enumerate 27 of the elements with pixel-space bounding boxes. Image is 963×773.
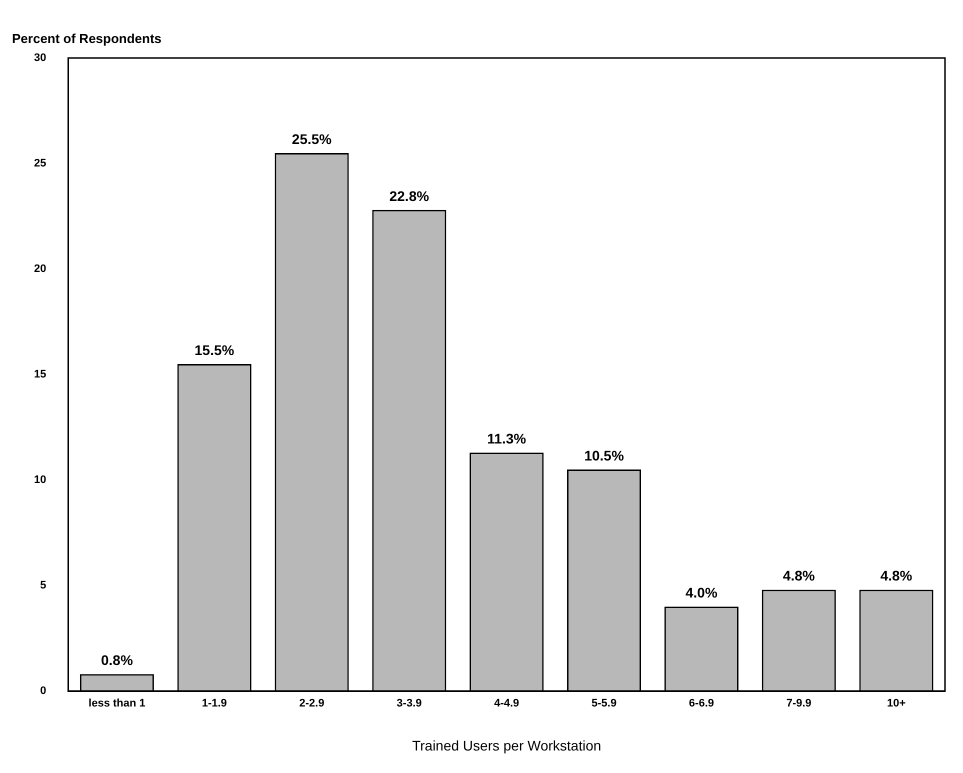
data-label: 11.3% <box>487 430 527 446</box>
data-label: 4.0% <box>685 584 718 600</box>
data-label: 15.5% <box>194 342 235 358</box>
x-tick-label: less than 1 <box>88 698 146 710</box>
y-tick-label: 30 <box>34 52 46 64</box>
data-label: 4.8% <box>880 568 913 584</box>
y-tick-label: 15 <box>34 368 46 381</box>
x-tick-label: 10+ <box>886 698 906 710</box>
x-tick-label: 7-9.9 <box>786 698 812 710</box>
x-tick-label: 3-3.9 <box>396 698 422 710</box>
data-label: 4.8% <box>782 568 816 584</box>
data-label: 25.5% <box>292 130 332 147</box>
y-tick-label: 5 <box>40 580 46 592</box>
y-tick-label: 0 <box>40 685 46 698</box>
x-tick-label: 1-1.9 <box>202 698 227 710</box>
y-tick-label: 10 <box>34 474 46 486</box>
data-label: 0.8% <box>100 652 134 668</box>
data-label: 22.8% <box>389 188 430 204</box>
x-tick-label: 6-6.9 <box>688 698 714 710</box>
y-tick-label: 25 <box>34 158 46 170</box>
x-tick-label: 5-5.9 <box>591 698 617 710</box>
x-axis-title: Trained Users per Workstation <box>412 737 602 754</box>
y-axis-title: Percent of Respondents <box>12 31 162 46</box>
data-label: 10.5% <box>584 447 624 464</box>
x-tick-label: 2-2.9 <box>299 698 324 710</box>
x-tick-label: 4-4.9 <box>494 698 520 710</box>
y-tick-label: 20 <box>34 263 46 276</box>
